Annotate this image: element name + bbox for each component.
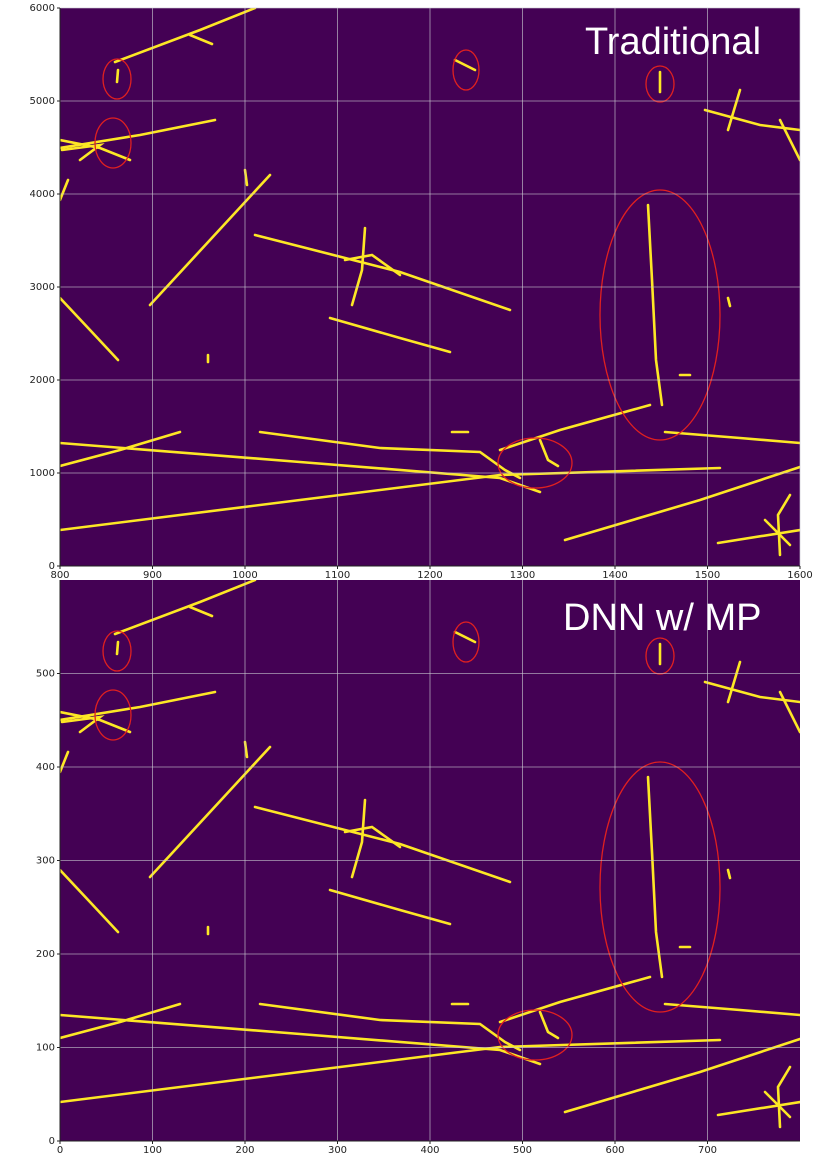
axes: 800 900 1000 1100 1200 1300 1400 1500 1600010002… — [30, 3, 813, 1156]
title-clip: DNN w/ MP — [563, 597, 761, 639]
x-tick-label: 1100 — [325, 570, 350, 581]
y-tick-label: 1000 — [30, 468, 55, 479]
x-tick-label: 1200 — [417, 570, 442, 581]
y-tick-label: 3000 — [30, 282, 55, 293]
y-tick-label: 200 — [36, 949, 55, 960]
x-tick-label: 400 — [420, 1145, 439, 1156]
x-tick-label: 500 — [513, 1145, 532, 1156]
x-tick-label: 1400 — [602, 570, 627, 581]
x-tick-label: 700 — [698, 1145, 717, 1156]
x-tick-label: 1600 — [787, 570, 812, 581]
x-tick-label: 0 — [57, 1145, 63, 1156]
y-tick-label: 500 — [36, 669, 55, 680]
y-tick-label: 0 — [49, 561, 55, 572]
x-tick-label: 900 — [143, 570, 162, 581]
x-tick-label: 600 — [605, 1145, 624, 1156]
x-tick-label: 1000 — [232, 570, 257, 581]
x-tick-label: 300 — [328, 1145, 347, 1156]
title-clip: Traditional — [585, 21, 761, 63]
x-tick-label: 1300 — [510, 570, 535, 581]
x-tick-label: 1500 — [695, 570, 720, 581]
x-tick-label: 200 — [235, 1145, 254, 1156]
y-tick-label: 300 — [36, 856, 55, 867]
chart-title: DNN w/ MP — [563, 597, 761, 639]
y-tick-label: 6000 — [30, 3, 55, 14]
y-tick-label: 4000 — [30, 189, 55, 200]
y-tick-label: 2000 — [30, 375, 55, 386]
y-tick-label: 400 — [36, 762, 55, 773]
x-tick-label: 100 — [143, 1145, 162, 1156]
x-tick-label: 800 — [50, 570, 69, 581]
chart-title: Traditional — [585, 21, 761, 63]
y-tick-label: 0 — [49, 1136, 55, 1147]
y-tick-label: 100 — [36, 1043, 55, 1054]
y-tick-label: 5000 — [30, 96, 55, 107]
